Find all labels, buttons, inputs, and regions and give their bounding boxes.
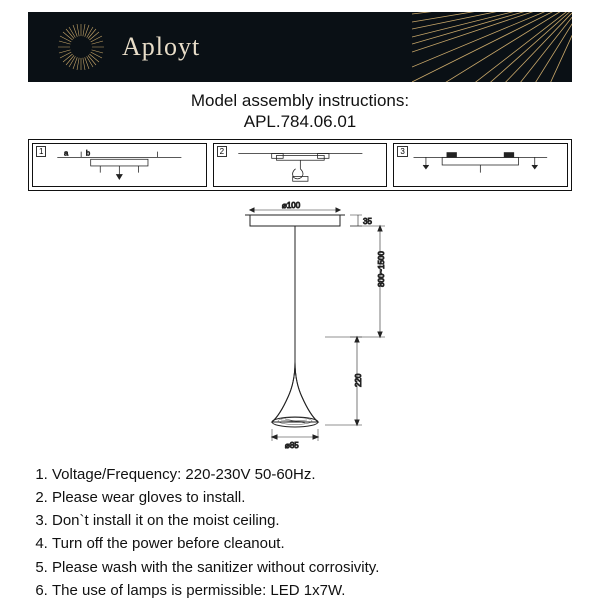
dim-cable-length: 800~1500 (377, 250, 386, 286)
dim-shade-height: 220 (354, 373, 363, 387)
instruction-item: The use of lamps is permissible: LED 1x7… (52, 579, 572, 602)
step-3-cell: 3 (393, 143, 568, 187)
decorative-rays-icon (412, 12, 572, 82)
svg-text:a: a (64, 148, 69, 157)
assembly-steps-row: 1 a b 2 (28, 139, 572, 191)
instruction-item: Please wash with the sanitizer without c… (52, 556, 572, 579)
title-block: Model assembly instructions: APL.784.06.… (28, 90, 572, 133)
brand-name: Aployt (122, 32, 200, 62)
instruction-item: Don`t install it on the moist ceiling. (52, 509, 572, 532)
step-number: 2 (217, 146, 227, 157)
step-2-cell: 2 (213, 143, 388, 187)
instructions-list: Voltage/Frequency: 220-230V 50-60Hz. Ple… (28, 463, 572, 602)
instruction-item: Voltage/Frequency: 220-230V 50-60Hz. (52, 463, 572, 486)
logo-sun-icon (56, 22, 106, 72)
brand-header: Aployt (28, 12, 572, 82)
main-dimension-diagram: ⌀100 35 800~1500 (28, 197, 572, 457)
step-1-cell: 1 a b (32, 143, 207, 187)
dim-shade-diameter: ⌀85 (285, 441, 299, 450)
title-line1: Model assembly instructions: (28, 90, 572, 111)
step-number: 1 (36, 146, 46, 157)
svg-text:b: b (86, 148, 90, 157)
dim-canopy-diameter: ⌀100 (282, 201, 301, 210)
step-number: 3 (397, 146, 407, 157)
instruction-item: Please wear gloves to install. (52, 486, 572, 509)
dim-canopy-height: 35 (363, 217, 372, 226)
title-line2: APL.784.06.01 (28, 111, 572, 132)
instruction-item: Turn off the power before cleanout. (52, 532, 572, 555)
